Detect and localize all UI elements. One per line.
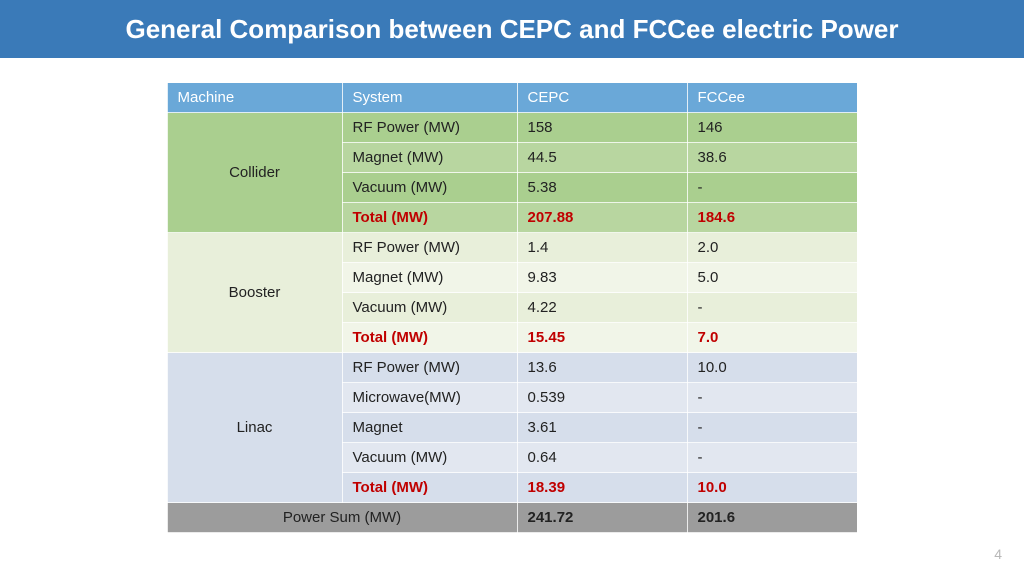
total-cell: 207.88 (517, 203, 687, 233)
total-cell: Total (MW) (342, 323, 517, 353)
cell-system: Vacuum (MW) (342, 173, 517, 203)
total-cell: Total (MW) (342, 203, 517, 233)
cell-cepc: 13.6 (517, 353, 687, 383)
cell-fccee: 5.0 (687, 263, 857, 293)
cell-fccee: - (687, 173, 857, 203)
cell-cepc: 158 (517, 113, 687, 143)
total-cell: 10.0 (687, 473, 857, 503)
cell-cepc: 0.64 (517, 443, 687, 473)
sum-cepc: 241.72 (517, 503, 687, 533)
cell-fccee: - (687, 413, 857, 443)
page-title: General Comparison between CEPC and FCCe… (125, 14, 898, 45)
cell-fccee: - (687, 293, 857, 323)
total-cell: 18.39 (517, 473, 687, 503)
table-row: ColliderRF Power (MW)158146 (167, 113, 857, 143)
page-number: 4 (994, 546, 1002, 562)
total-cell: 15.45 (517, 323, 687, 353)
cell-system: Magnet (MW) (342, 143, 517, 173)
cell-fccee: 146 (687, 113, 857, 143)
cell-cepc: 0.539 (517, 383, 687, 413)
cell-cepc: 44.5 (517, 143, 687, 173)
cell-system: Vacuum (MW) (342, 443, 517, 473)
cell-system: Magnet (MW) (342, 263, 517, 293)
col-header-2: CEPC (517, 83, 687, 113)
cell-fccee: 2.0 (687, 233, 857, 263)
cell-cepc: 3.61 (517, 413, 687, 443)
comparison-table: MachineSystemCEPCFCCee ColliderRF Power … (167, 82, 858, 533)
table-container: MachineSystemCEPCFCCee ColliderRF Power … (0, 58, 1024, 533)
cell-cepc: 4.22 (517, 293, 687, 323)
col-header-3: FCCee (687, 83, 857, 113)
machine-cell: Linac (167, 353, 342, 503)
cell-fccee: 38.6 (687, 143, 857, 173)
cell-fccee: 10.0 (687, 353, 857, 383)
sum-row: Power Sum (MW)241.72201.6 (167, 503, 857, 533)
total-cell: 7.0 (687, 323, 857, 353)
machine-cell: Booster (167, 233, 342, 353)
sum-fccee: 201.6 (687, 503, 857, 533)
cell-cepc: 5.38 (517, 173, 687, 203)
cell-fccee: - (687, 443, 857, 473)
total-cell: Total (MW) (342, 473, 517, 503)
cell-system: Vacuum (MW) (342, 293, 517, 323)
cell-system: RF Power (MW) (342, 113, 517, 143)
table-row: LinacRF Power (MW)13.610.0 (167, 353, 857, 383)
cell-system: RF Power (MW) (342, 353, 517, 383)
cell-system: RF Power (MW) (342, 233, 517, 263)
table-row: BoosterRF Power (MW)1.42.0 (167, 233, 857, 263)
col-header-0: Machine (167, 83, 342, 113)
cell-fccee: - (687, 383, 857, 413)
sum-label: Power Sum (MW) (167, 503, 517, 533)
machine-cell: Collider (167, 113, 342, 233)
table-header-row: MachineSystemCEPCFCCee (167, 83, 857, 113)
cell-system: Microwave(MW) (342, 383, 517, 413)
cell-system: Magnet (342, 413, 517, 443)
total-cell: 184.6 (687, 203, 857, 233)
title-bar: General Comparison between CEPC and FCCe… (0, 0, 1024, 58)
cell-cepc: 1.4 (517, 233, 687, 263)
col-header-1: System (342, 83, 517, 113)
cell-cepc: 9.83 (517, 263, 687, 293)
